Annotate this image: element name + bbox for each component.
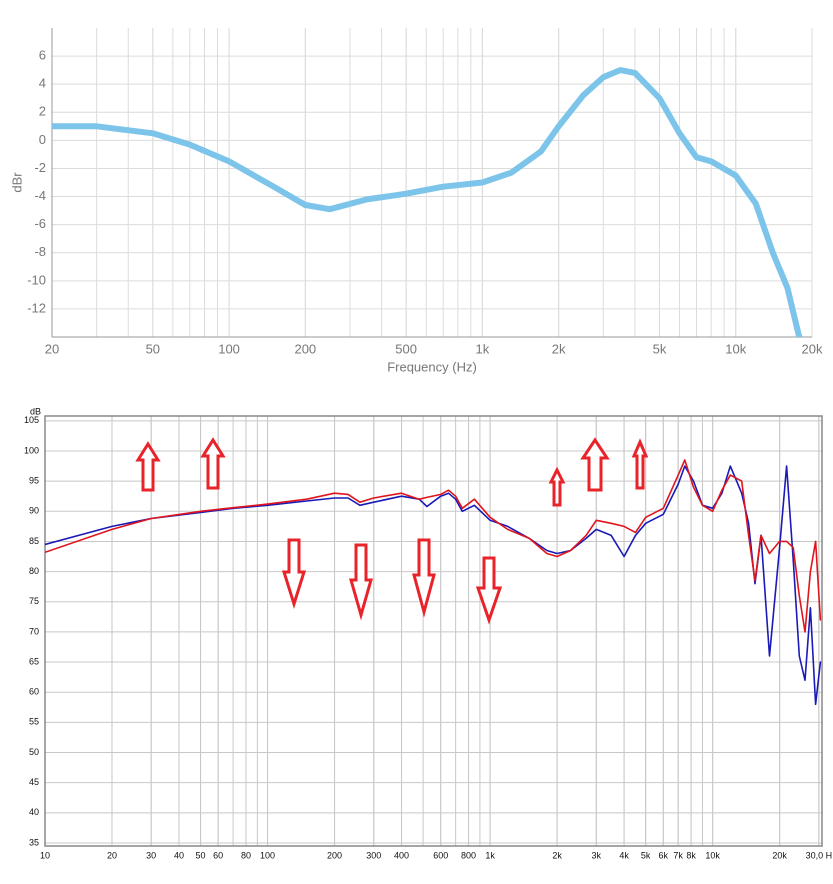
x-tick-label: 20k: [802, 341, 823, 356]
down-arrow: [349, 543, 373, 621]
x-tick-label: 5k: [641, 850, 651, 860]
x-tick-label: 10: [40, 850, 50, 860]
y-tick-label: 105: [24, 415, 39, 425]
x-tick-label: 800: [461, 850, 476, 860]
x-tick-label: 6k: [659, 850, 669, 860]
y-tick-label: 70: [29, 626, 39, 636]
x-tick-label: 2k: [552, 850, 562, 860]
x-tick-label: 30,0 H: [806, 850, 833, 860]
up-arrow: [200, 437, 226, 490]
x-tick-label: 100: [260, 850, 275, 860]
y-tick-label: 65: [29, 656, 39, 666]
y-tick-label: 90: [29, 506, 39, 516]
x-tick-label: 1k: [476, 341, 490, 356]
y-tick-label: 95: [29, 476, 39, 486]
y-tick-label: 35: [29, 837, 39, 847]
y-tick-label: 60: [29, 687, 39, 697]
y-tick-label: -2: [34, 160, 46, 175]
y-tick-label: 2: [39, 104, 46, 119]
y-tick-label: 50: [29, 747, 39, 757]
x-tick-label: 5k: [653, 341, 667, 356]
y-tick-label: 85: [29, 536, 39, 546]
x-tick-label: 10k: [725, 341, 746, 356]
x-tick-label: 2k: [552, 341, 566, 356]
up-arrow: [631, 438, 649, 490]
x-tick-label: 100: [218, 341, 240, 356]
down-arrow: [281, 538, 307, 610]
y-axis-label: dB: [30, 406, 41, 416]
annotation-arrows: [135, 437, 649, 625]
y-tick-label: -4: [34, 188, 46, 203]
down-arrow: [475, 556, 503, 625]
plot-frame: [44, 415, 823, 847]
x-tick-label: 300: [366, 850, 381, 860]
y-tick-label: 0: [39, 132, 46, 147]
x-tick-label: 200: [294, 341, 316, 356]
data-line: [45, 465, 822, 706]
x-tick-label: 1k: [485, 850, 495, 860]
y-tick-label: 6: [39, 48, 46, 63]
down-arrow: [412, 538, 436, 618]
data-line: [45, 459, 822, 633]
y-tick-label: 40: [29, 807, 39, 817]
up-arrow: [135, 441, 161, 492]
x-tick-label: 500: [395, 341, 417, 356]
y-tick-label: 55: [29, 717, 39, 727]
x-tick-label: 8k: [686, 850, 696, 860]
x-tick-label: 4k: [619, 850, 629, 860]
x-tick-label: 10k: [705, 850, 720, 860]
y-tick-label: 80: [29, 566, 39, 576]
x-tick-label: 600: [433, 850, 448, 860]
y-tick-label: 75: [29, 596, 39, 606]
x-tick-label: 20k: [772, 850, 787, 860]
x-tick-label: 30: [146, 850, 156, 860]
x-tick-label: 7k: [673, 850, 683, 860]
up-arrow: [548, 466, 566, 507]
x-tick-label: 400: [394, 850, 409, 860]
x-tick-label: 3k: [592, 850, 602, 860]
x-tick-label: 80: [241, 850, 251, 860]
x-tick-label: 20: [45, 341, 59, 356]
data-line: [52, 67, 803, 337]
y-tick-label: -10: [27, 272, 46, 287]
up-arrow: [580, 437, 610, 492]
y-tick-label: 45: [29, 777, 39, 787]
y-tick-label: -6: [34, 216, 46, 231]
y-tick-label: -8: [34, 244, 46, 259]
x-tick-label: 50: [146, 341, 160, 356]
x-tick-label: 50: [196, 850, 206, 860]
y-tick-label: 4: [39, 76, 46, 91]
x-tick-label: 60: [213, 850, 223, 860]
x-tick-label: 200: [327, 850, 342, 860]
x-tick-label: 20: [107, 850, 117, 860]
x-tick-label: 40: [174, 850, 184, 860]
y-tick-label: 100: [24, 445, 39, 455]
y-axis-label: dBr: [9, 172, 24, 193]
y-tick-label: -12: [27, 300, 46, 315]
x-axis-label: Frequency (Hz): [387, 359, 477, 374]
